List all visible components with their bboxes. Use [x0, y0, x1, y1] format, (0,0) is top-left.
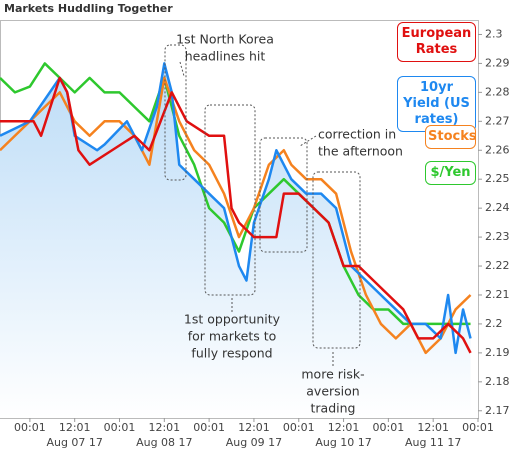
- callout-arrows: [179, 61, 334, 366]
- y-tick-label: 2.29: [485, 56, 510, 69]
- x-tick-label: 00:01: [373, 421, 405, 434]
- date-label: Aug 11 17: [405, 436, 461, 449]
- callout-box: [312, 171, 361, 349]
- callout-box: [164, 44, 187, 181]
- x-tick-label: 00:01: [193, 421, 225, 434]
- legend-entry: 10yr Yield (US rates): [397, 76, 476, 132]
- annotation: headlines hit: [185, 49, 266, 64]
- date-label: Aug 08 17: [136, 436, 192, 449]
- series-line: [0, 62, 472, 355]
- callout-boxes: [164, 44, 361, 349]
- callout-box: [204, 104, 256, 296]
- annotation: fully respond: [191, 346, 272, 361]
- y-tick-label: 2.18: [485, 375, 510, 388]
- date-label: Aug 09 17: [226, 436, 282, 449]
- y-tick-label: 2.25: [485, 172, 510, 185]
- x-tick-label: 12:01: [417, 421, 449, 434]
- y-tick-label: 2.2: [485, 317, 503, 330]
- series-line: [0, 76, 472, 354]
- annotation: 1st North Korea: [176, 32, 274, 47]
- annotation: 1st opportunity: [184, 312, 281, 327]
- y-tick-label: 2.19: [485, 346, 510, 359]
- y-tick-label: 2.17: [485, 404, 510, 417]
- series-line: [0, 62, 471, 326]
- legend-entry: $/Yen: [425, 161, 476, 185]
- y-tick-label: 2.27: [485, 114, 510, 127]
- x-tick-label: 00:01: [104, 421, 136, 434]
- annotation: trading: [311, 401, 356, 416]
- x-tick-label: 12:01: [59, 421, 91, 434]
- y-tick-label: 2.22: [485, 259, 510, 272]
- annotation: more risk-: [301, 367, 364, 382]
- y-tick-label: 2.21: [485, 288, 510, 301]
- annotation: aversion: [306, 384, 359, 399]
- callout-box: [259, 137, 308, 253]
- annotation: the afternoon: [318, 144, 403, 159]
- plot: [0, 62, 472, 418]
- date-label: Aug 07 17: [46, 436, 102, 449]
- x-tick-label: 12:01: [148, 421, 180, 434]
- y-tick-label: 2.3: [485, 27, 503, 40]
- annotation: correction in: [318, 127, 396, 142]
- x-tick-label: 12:01: [328, 421, 360, 434]
- series-line: [0, 76, 472, 355]
- x-tick-label: 00:01: [14, 421, 46, 434]
- y-tick-label: 2.26: [485, 143, 510, 156]
- legend-entry: Stocks: [425, 125, 477, 149]
- date-label: Aug 10 17: [315, 436, 371, 449]
- chart-title: Markets Huddling Together: [4, 2, 173, 15]
- x-tick-label: 00:01: [283, 421, 315, 434]
- legend-entry: European Rates: [397, 22, 476, 62]
- area: [0, 63, 471, 418]
- y-tick-label: 2.24: [485, 201, 510, 214]
- y-tick-label: 2.28: [485, 85, 510, 98]
- y-tick-label: 2.23: [485, 230, 510, 243]
- x-tick-label: 12:01: [238, 421, 270, 434]
- annotation: for markets to: [188, 329, 277, 344]
- arrow: [179, 61, 185, 77]
- x-tick-label: 00:01: [462, 421, 494, 434]
- arrow: [299, 135, 317, 147]
